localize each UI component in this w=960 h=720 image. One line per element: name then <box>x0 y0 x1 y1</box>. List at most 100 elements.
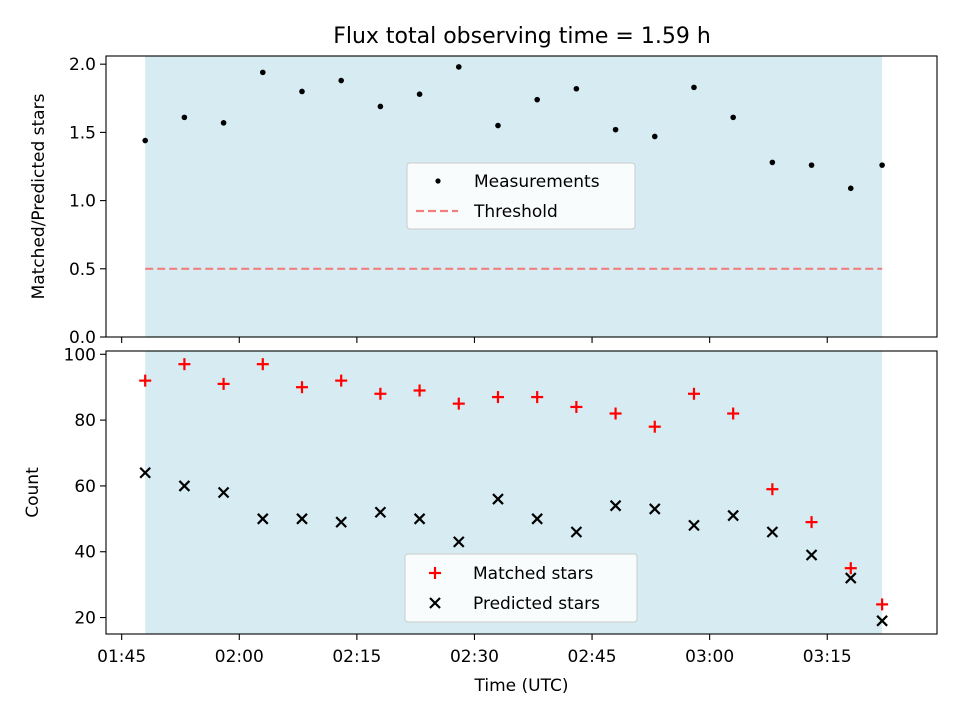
measurement-point <box>455 64 462 70</box>
bottom-panel: 20 40 60 80 100 01:45 02:00 02:15 02:30 02:45 03:… <box>23 345 938 696</box>
measurement-point <box>651 133 658 140</box>
predicted-x-b <box>374 506 387 519</box>
matched-stars-point <box>413 384 426 397</box>
bottom-legend: Matched stars Predicted stars <box>404 553 638 623</box>
predicted-x-b <box>217 486 230 499</box>
measurement-point <box>730 114 736 121</box>
bottom-axes-frame <box>105 350 938 635</box>
legend-measurements-label: Measurements <box>474 172 600 192</box>
predicted-x-b <box>609 499 622 512</box>
measurement-point <box>573 85 580 92</box>
measurement-point <box>847 185 854 192</box>
predicted-x-b <box>648 503 661 515</box>
matched-stars-point <box>256 358 269 371</box>
measurement-point <box>534 96 540 103</box>
predicted-x-b <box>492 493 504 505</box>
predicted-x-b <box>766 526 779 538</box>
matched-stars-point <box>805 516 818 529</box>
measurement-point <box>142 137 148 144</box>
legend-predicted-marker <box>429 597 441 609</box>
measurement-point <box>612 126 619 133</box>
legend-predicted-label: Predicted stars <box>473 594 600 614</box>
predicted-x-b <box>688 519 700 532</box>
x-tick-label: 02:30 <box>450 647 499 667</box>
predicted-x-b <box>453 536 465 548</box>
chart-title: Flux total observing time = 1.59 h <box>333 24 711 49</box>
predicted-stars-point <box>648 503 661 515</box>
top-y-tick-label: 0.0 <box>69 328 96 348</box>
measurement-point <box>691 84 697 91</box>
top-legend: Measurements Threshold <box>406 162 636 230</box>
predicted-x-b <box>844 572 857 584</box>
bottom-y-tick-label: 60 <box>74 477 96 497</box>
matched-stars-point <box>727 407 740 420</box>
predicted-x-b <box>805 549 818 561</box>
measurement-point <box>220 120 227 126</box>
matched-stars-point <box>844 562 857 575</box>
predicted-x-b <box>531 513 543 525</box>
matched-stars-point <box>687 387 700 400</box>
predicted-x-b <box>139 466 151 479</box>
matched-stars-point <box>295 381 308 394</box>
predicted-x-b <box>876 615 888 627</box>
measurement-point <box>181 114 188 121</box>
predicted-stars-point <box>335 516 347 528</box>
top-y-tick-label: 0.5 <box>69 260 96 280</box>
predicted-stars-point <box>217 486 230 499</box>
top-panel: 0.00.51.01.52.0 Matched/Predicted stars … <box>29 55 938 348</box>
x-tick-label: 03:00 <box>685 647 734 667</box>
top-y-axis-label: Matched/Predicted stars <box>29 93 49 299</box>
predicted-stars-point <box>876 615 888 627</box>
predicted-x-b <box>178 480 191 492</box>
predicted-stars-point <box>688 519 700 532</box>
predicted-x-b <box>413 513 426 525</box>
predicted-stars-point <box>413 513 426 525</box>
predicted-stars-point <box>139 466 151 479</box>
matched-stars-point <box>178 358 191 371</box>
matched-stars-point <box>491 391 504 404</box>
top-y-tick-label: 1.5 <box>69 123 96 143</box>
matched-stars-point <box>452 397 465 410</box>
measurement-point <box>377 103 384 110</box>
legend-measurements-marker <box>435 178 441 184</box>
predicted-stars-point <box>727 509 739 522</box>
predicted-stars-point <box>805 549 818 561</box>
top-axes-frame <box>105 55 938 338</box>
bottom-y-tick-label: 80 <box>74 411 96 431</box>
matched-stars-point <box>139 374 152 387</box>
measurement-point <box>259 69 266 76</box>
predicted-x-b <box>257 513 269 525</box>
bottom-y-axis-label: Count <box>23 467 43 518</box>
matched-stars-point <box>876 598 889 611</box>
predicted-x-b <box>727 509 739 522</box>
measurement-point <box>338 77 344 84</box>
predicted-x-b <box>335 516 347 528</box>
predicted-stars-point <box>374 506 387 519</box>
predicted-stars-point <box>296 513 308 525</box>
predicted-stars-point <box>257 513 269 525</box>
bottom-x-axis-label: Time (UTC) <box>474 676 569 696</box>
matched-stars-point <box>570 400 583 413</box>
predicted-stars-point <box>766 526 779 538</box>
top-legend-box <box>406 162 636 230</box>
measurement-point <box>879 162 885 168</box>
x-tick-label: 01:45 <box>97 647 146 667</box>
predicted-stars-point <box>178 480 191 492</box>
measurement-point <box>808 162 815 168</box>
bottom-y-tick-label: 100 <box>64 345 96 365</box>
predicted-stars-point <box>609 499 622 512</box>
matched-stars-point <box>217 377 230 390</box>
top-y-tick-label: 1.0 <box>69 192 96 212</box>
predicted-stars-point <box>844 572 857 584</box>
matched-stars-point <box>766 483 779 496</box>
measurement-point <box>299 88 305 95</box>
measurement-point <box>416 91 423 97</box>
legend-threshold-label: Threshold <box>473 202 558 222</box>
measurement-point <box>495 122 501 129</box>
bottom-y-tick-label: 40 <box>74 543 96 563</box>
matched-stars-point <box>609 407 622 420</box>
predicted-x-b <box>296 513 308 525</box>
legend-matched-label: Matched stars <box>473 564 593 584</box>
matched-stars-point <box>335 374 348 387</box>
